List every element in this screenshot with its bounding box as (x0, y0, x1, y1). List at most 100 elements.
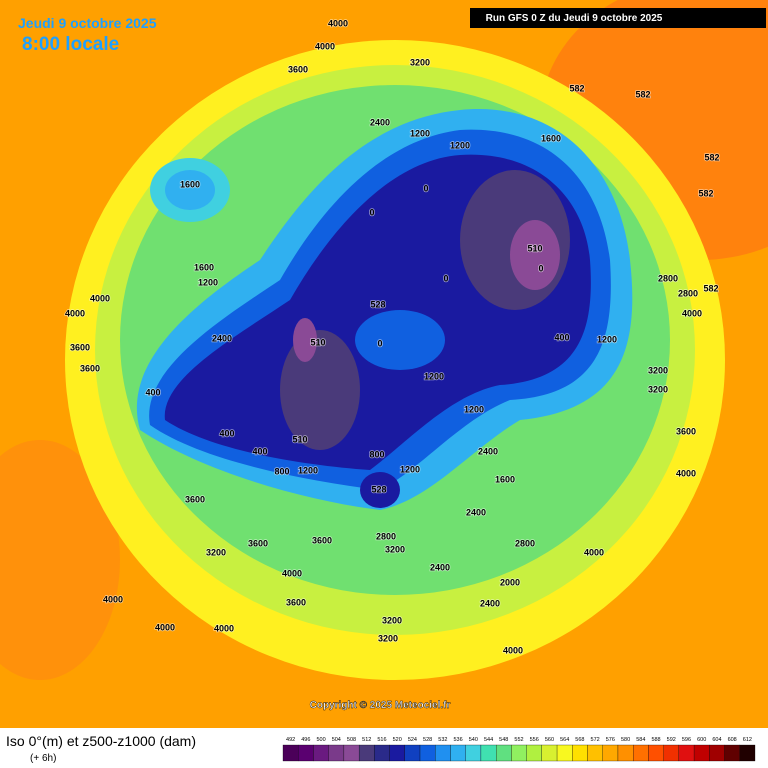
contour-label: 1200 (400, 464, 420, 474)
legend-label: 596 (682, 737, 691, 743)
contour-label: 400 (145, 387, 160, 397)
contour-label: 1200 (198, 277, 218, 287)
legend-swatch (739, 744, 756, 762)
contour-label: 3600 (70, 342, 90, 352)
contour-label: 3200 (385, 544, 405, 554)
legend-swatch (298, 744, 314, 762)
legend-label: 572 (591, 737, 600, 743)
contour-label: 0 (377, 338, 382, 348)
contour-label: 3200 (378, 633, 398, 643)
contour-label: 582 (698, 188, 713, 198)
contour-labels: 4000400036003200160028002800400032003200… (64, 18, 720, 657)
legend-swatch (633, 744, 649, 762)
contour-label: 2800 (515, 538, 535, 548)
contour-label: 1600 (180, 179, 200, 189)
contour-label: 3600 (288, 64, 308, 74)
contour-label: 2400 (212, 333, 232, 343)
legend-label: 512 (362, 737, 371, 743)
contour-label: 2400 (466, 507, 486, 517)
legend-swatch (724, 744, 740, 762)
contour-label: 3200 (206, 547, 226, 557)
contour-label: 3600 (80, 363, 100, 373)
legend-label: 568 (575, 737, 584, 743)
legend-label: 552 (514, 737, 523, 743)
legend-label: 532 (438, 737, 447, 743)
zone-520 (360, 472, 400, 508)
legend-swatch (526, 744, 542, 762)
contour-label: 1200 (410, 128, 430, 138)
legend-swatch (282, 744, 299, 762)
legend-label: 556 (530, 737, 539, 743)
contour-label: 582 (703, 283, 718, 293)
zone-512 (280, 330, 360, 450)
legend-label: 592 (667, 737, 676, 743)
lead-time: (+ 6h) (30, 753, 56, 764)
legend-label: 612 (743, 737, 752, 743)
contour-label: 2400 (478, 446, 498, 456)
legend-swatch (602, 744, 619, 762)
contour-label: 3200 (648, 365, 668, 375)
contour-label: 2800 (678, 288, 698, 298)
contour-label: 4000 (584, 547, 604, 557)
contour-label: 4000 (155, 622, 175, 632)
contour-label: 2400 (370, 117, 390, 127)
contour-label: 582 (635, 89, 650, 99)
legend-swatch (663, 744, 680, 762)
run-text: Run GFS 0 Z du Jeudi 9 octobre 2025 (486, 13, 663, 24)
contour-label: 4000 (682, 308, 702, 318)
contour-label: 1200 (450, 140, 470, 150)
legend-swatch (541, 744, 558, 762)
contour-label: 400 (252, 446, 267, 456)
contour-label: 1600 (495, 474, 515, 484)
legend-swatch (435, 744, 451, 762)
legend-label: 496 (301, 737, 310, 743)
footer-title: Iso 0°(m) et z500-z1000 (dam) (6, 733, 196, 749)
contour-label: 3600 (286, 597, 306, 607)
legend-label: 608 (728, 737, 737, 743)
contour-label: 4000 (503, 645, 523, 655)
contour-label: 1200 (597, 334, 617, 344)
contour-label: 0 (423, 183, 428, 193)
contour-label: 4000 (315, 41, 335, 51)
legend-swatch (511, 744, 527, 762)
contour-label: 4000 (676, 468, 696, 478)
legend-label: 520 (393, 737, 402, 743)
legend-swatch (343, 744, 360, 762)
color-legend: 492 496 500 504 508 512 516 520 524 528 532 536 540 5… (282, 737, 756, 762)
legend-label: 560 (545, 737, 554, 743)
contour-label: 400 (554, 332, 569, 342)
legend-label: 500 (316, 737, 325, 743)
legend-label: 524 (408, 737, 417, 743)
contour-label: 800 (274, 466, 289, 476)
contour-label: 510 (310, 337, 325, 347)
legend-swatch (328, 744, 345, 762)
contour-label: 0 (369, 207, 374, 217)
contour-label: 3200 (648, 384, 668, 394)
legend-swatch (465, 744, 482, 762)
contour-label: 0 (443, 273, 448, 283)
contour-label: 3200 (382, 615, 402, 625)
legend-swatch (678, 744, 695, 762)
contour-label: 528 (370, 299, 385, 309)
contour-label: 4000 (90, 293, 110, 303)
legend-label: 548 (499, 737, 508, 743)
contour-label: 4000 (65, 308, 85, 318)
time: 8:00 locale (22, 34, 119, 55)
legend-label: 528 (423, 737, 432, 743)
legend-swatch (404, 744, 421, 762)
contour-label: 3600 (185, 494, 205, 504)
contour-label: 2400 (480, 598, 500, 608)
legend-swatch (419, 744, 436, 762)
copyright: Copyright © 2025 Meteociel.fr (310, 700, 451, 711)
low (165, 170, 215, 210)
contour-label: 582 (704, 152, 719, 162)
legend-label: 544 (484, 737, 493, 743)
contour-label: 2000 (500, 577, 520, 587)
run-banner (470, 8, 766, 28)
warm-area (0, 440, 120, 680)
contour-label: 1600 (541, 133, 561, 143)
contour-label: 800 (369, 449, 384, 459)
legend-label: 604 (712, 737, 721, 743)
legend-swatch (313, 744, 329, 762)
contour-label: 400 (219, 428, 234, 438)
